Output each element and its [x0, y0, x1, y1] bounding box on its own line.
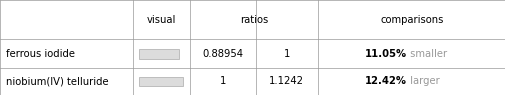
Bar [138, 77, 183, 86]
Text: 0.88954: 0.88954 [201, 49, 243, 59]
Text: 11.05%: 11.05% [364, 49, 406, 59]
Text: ratios: ratios [239, 15, 267, 25]
Bar [138, 49, 178, 59]
Text: ferrous iodide: ferrous iodide [6, 49, 75, 59]
Text: 12.42%: 12.42% [364, 76, 406, 86]
Text: 1: 1 [283, 49, 289, 59]
Text: niobium(IV) telluride: niobium(IV) telluride [6, 76, 109, 86]
Text: visual: visual [146, 15, 176, 25]
Text: comparisons: comparisons [379, 15, 443, 25]
Text: 1: 1 [219, 76, 225, 86]
Text: 1.1242: 1.1242 [269, 76, 304, 86]
Text: smaller: smaller [406, 49, 446, 59]
Text: larger: larger [406, 76, 439, 86]
